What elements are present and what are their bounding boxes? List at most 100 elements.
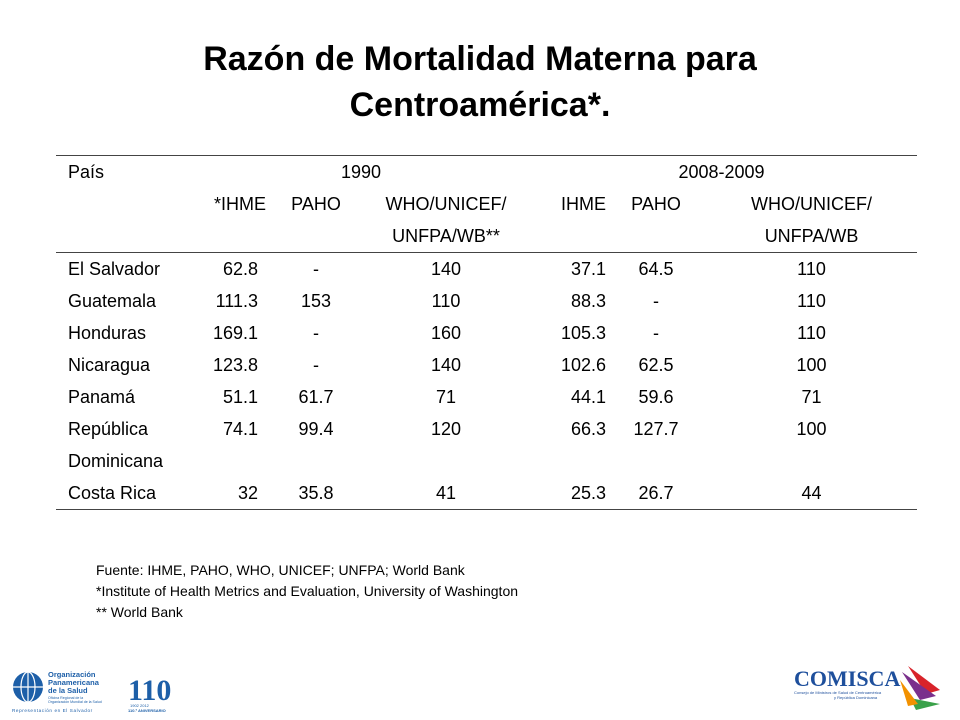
anniversary-number: 110 — [128, 674, 171, 707]
cell-paho-1990: 153 — [300, 290, 332, 311]
cell-paho-1990: 35.8 — [298, 482, 334, 503]
table-row: República 74.1 99.4 120 66.3 127.7 100 — [56, 413, 917, 445]
cell-paho-2008: 26.7 — [638, 482, 674, 503]
cell-ihme-1990: 74.1 — [222, 418, 258, 439]
cell-who-1990: 71 — [435, 386, 457, 407]
header-col-ihme-1990: *IHME — [213, 193, 266, 214]
cell-ihme-2008: 105.3 — [560, 322, 607, 343]
header-spacer — [526, 220, 607, 253]
paho-name-line2: Panamericana — [48, 678, 100, 687]
cell-paho-2008: 59.6 — [638, 386, 674, 407]
header-spacer — [56, 188, 196, 220]
cell-paho-1990: 61.7 — [298, 386, 334, 407]
cell-who-2008: 44 — [801, 482, 822, 503]
cell-paho-1990: - — [313, 322, 319, 343]
cell-ihme-2008: 25.3 — [570, 482, 607, 503]
cell-ihme-1990: 32 — [237, 482, 258, 503]
header-country: País — [68, 161, 105, 182]
header-row-years: País 1990 2008-2009 — [56, 156, 917, 188]
cell-ihme-2008: 88.3 — [570, 290, 607, 311]
cell-ihme-1990: 169.1 — [212, 322, 258, 343]
comisca-logo: COMISCA Consejo de Ministros de Salud de… — [794, 666, 940, 710]
table-row: Costa Rica 32 35.8 41 25.3 26.7 44 — [56, 477, 917, 509]
cell-ihme-1990: 51.1 — [222, 386, 258, 407]
paho-name-line1: Organización — [48, 670, 96, 679]
cell-country: Dominicana — [68, 450, 164, 471]
header-spacer — [196, 220, 266, 253]
cell-ihme-2008 — [526, 445, 606, 477]
cell-who-2008: 110 — [797, 322, 826, 343]
header-spacer — [266, 220, 366, 253]
table-row: Nicaragua 123.8 - 140 102.6 62.5 100 — [56, 349, 917, 381]
cell-who-2008 — [706, 445, 917, 477]
header-col-who-1990-line2: UNFPA/WB** — [366, 220, 527, 253]
header-spacer — [56, 220, 196, 253]
cell-who-1990: 41 — [435, 482, 457, 503]
cell-country: Costa Rica — [68, 482, 157, 503]
cell-who-1990: 110 — [431, 290, 461, 311]
footnote-wb: ** World Bank — [96, 604, 183, 620]
mortality-table: País 1990 2008-2009 *IHME PAHO WHO/UNICE… — [56, 155, 918, 510]
paho-globe-icon — [13, 671, 43, 703]
header-year-2008: 2008-2009 — [678, 161, 765, 182]
cell-who-2008: 100 — [796, 418, 827, 439]
footnotes: Fuente: IHME, PAHO, WHO, UNICEF; UNFPA; … — [96, 560, 518, 623]
cell-country: El Salvador — [68, 258, 161, 279]
source-note: Fuente: IHME, PAHO, WHO, UNICEF; UNFPA; … — [96, 562, 465, 578]
cell-paho-2008 — [606, 445, 706, 477]
table-row: Panamá 51.1 61.7 71 44.1 59.6 71 — [56, 381, 917, 413]
cell-who-1990: 140 — [430, 354, 462, 375]
cell-who-1990 — [366, 445, 526, 477]
title-line-2: Centroamérica*. — [349, 86, 611, 124]
cell-country: Guatemala — [68, 290, 157, 311]
paho-who-line1: Oficina Regional de la — [48, 696, 83, 700]
paho-logo: Organización Panamericana de la Salud Of… — [12, 670, 171, 713]
cell-who-2008: 110 — [797, 258, 826, 279]
table-row: Honduras 169.1 - 160 105.3 - 110 — [56, 317, 917, 349]
cell-ihme-1990: 111.3 — [215, 290, 258, 311]
cell-paho-1990 — [266, 445, 366, 477]
page-title: Razón de Mortalidad Materna para Centroa… — [80, 36, 880, 128]
table-row: El Salvador 62.8 - 140 37.1 64.5 110 — [56, 253, 917, 286]
anniversary-badge: 110 1902 2012 110.º ANIVERSARIO — [128, 674, 171, 713]
paho-representation: Representación en El Salvador — [12, 708, 93, 713]
paho-who-line2: Organización Mundial de la Salud — [48, 700, 102, 704]
cell-paho-2008: - — [653, 290, 660, 311]
header-row-sources: *IHME PAHO WHO/UNICEF/ IHME PAHO WHO/UNI… — [56, 188, 917, 220]
comisca-emblem-icon — [900, 666, 940, 710]
cell-country: Nicaragua — [68, 354, 151, 375]
cell-ihme-2008: 37.1 — [570, 258, 607, 279]
footnote-ihme: *Institute of Health Metrics and Evaluat… — [96, 583, 519, 599]
header-col-who-2008-line2: UNFPA/WB — [706, 220, 918, 253]
cell-paho-2008: 127.7 — [633, 418, 679, 439]
cell-ihme-1990: 62.8 — [222, 258, 258, 279]
cell-who-2008: 71 — [801, 386, 822, 407]
header-col-paho-1990: PAHO — [291, 193, 341, 214]
anniversary-label: 110.º ANIVERSARIO — [128, 708, 166, 713]
cell-who-2008: 100 — [796, 354, 827, 375]
cell-paho-2008: 64.5 — [638, 258, 674, 279]
cell-ihme-2008: 44.1 — [570, 386, 607, 407]
cell-paho-1990: 99.4 — [298, 418, 334, 439]
header-year-1990: 1990 — [340, 161, 382, 182]
cell-who-1990: 140 — [430, 258, 462, 279]
cell-ihme-2008: 66.3 — [570, 418, 607, 439]
cell-paho-1990: - — [313, 354, 319, 375]
header-col-ihme-2008: IHME — [561, 193, 607, 214]
cell-ihme-1990: 123.8 — [212, 354, 258, 375]
table-row: Guatemala 111.3 153 110 88.3 - 110 — [56, 285, 917, 317]
table-row: Dominicana — [56, 445, 917, 477]
cell-ihme-2008: 102.6 — [560, 354, 607, 375]
cell-paho-2008: - — [653, 322, 660, 343]
comisca-wordmark: COMISCA — [794, 666, 900, 691]
anniversary-years: 1902 2012 — [130, 703, 150, 708]
header-row-sources-2: UNFPA/WB** UNFPA/WB — [56, 220, 918, 253]
cell-country: República — [68, 418, 149, 439]
cell-ihme-1990 — [196, 445, 266, 477]
cell-paho-1990: - — [313, 258, 319, 279]
comisca-subtitle-1: Consejo de Ministros de Salud de Centroa… — [794, 690, 882, 695]
header-spacer — [606, 220, 707, 253]
cell-who-2008: 110 — [797, 290, 826, 311]
header-col-who-2008: WHO/UNICEF/ — [751, 193, 873, 214]
cell-country: Panamá — [68, 386, 136, 407]
